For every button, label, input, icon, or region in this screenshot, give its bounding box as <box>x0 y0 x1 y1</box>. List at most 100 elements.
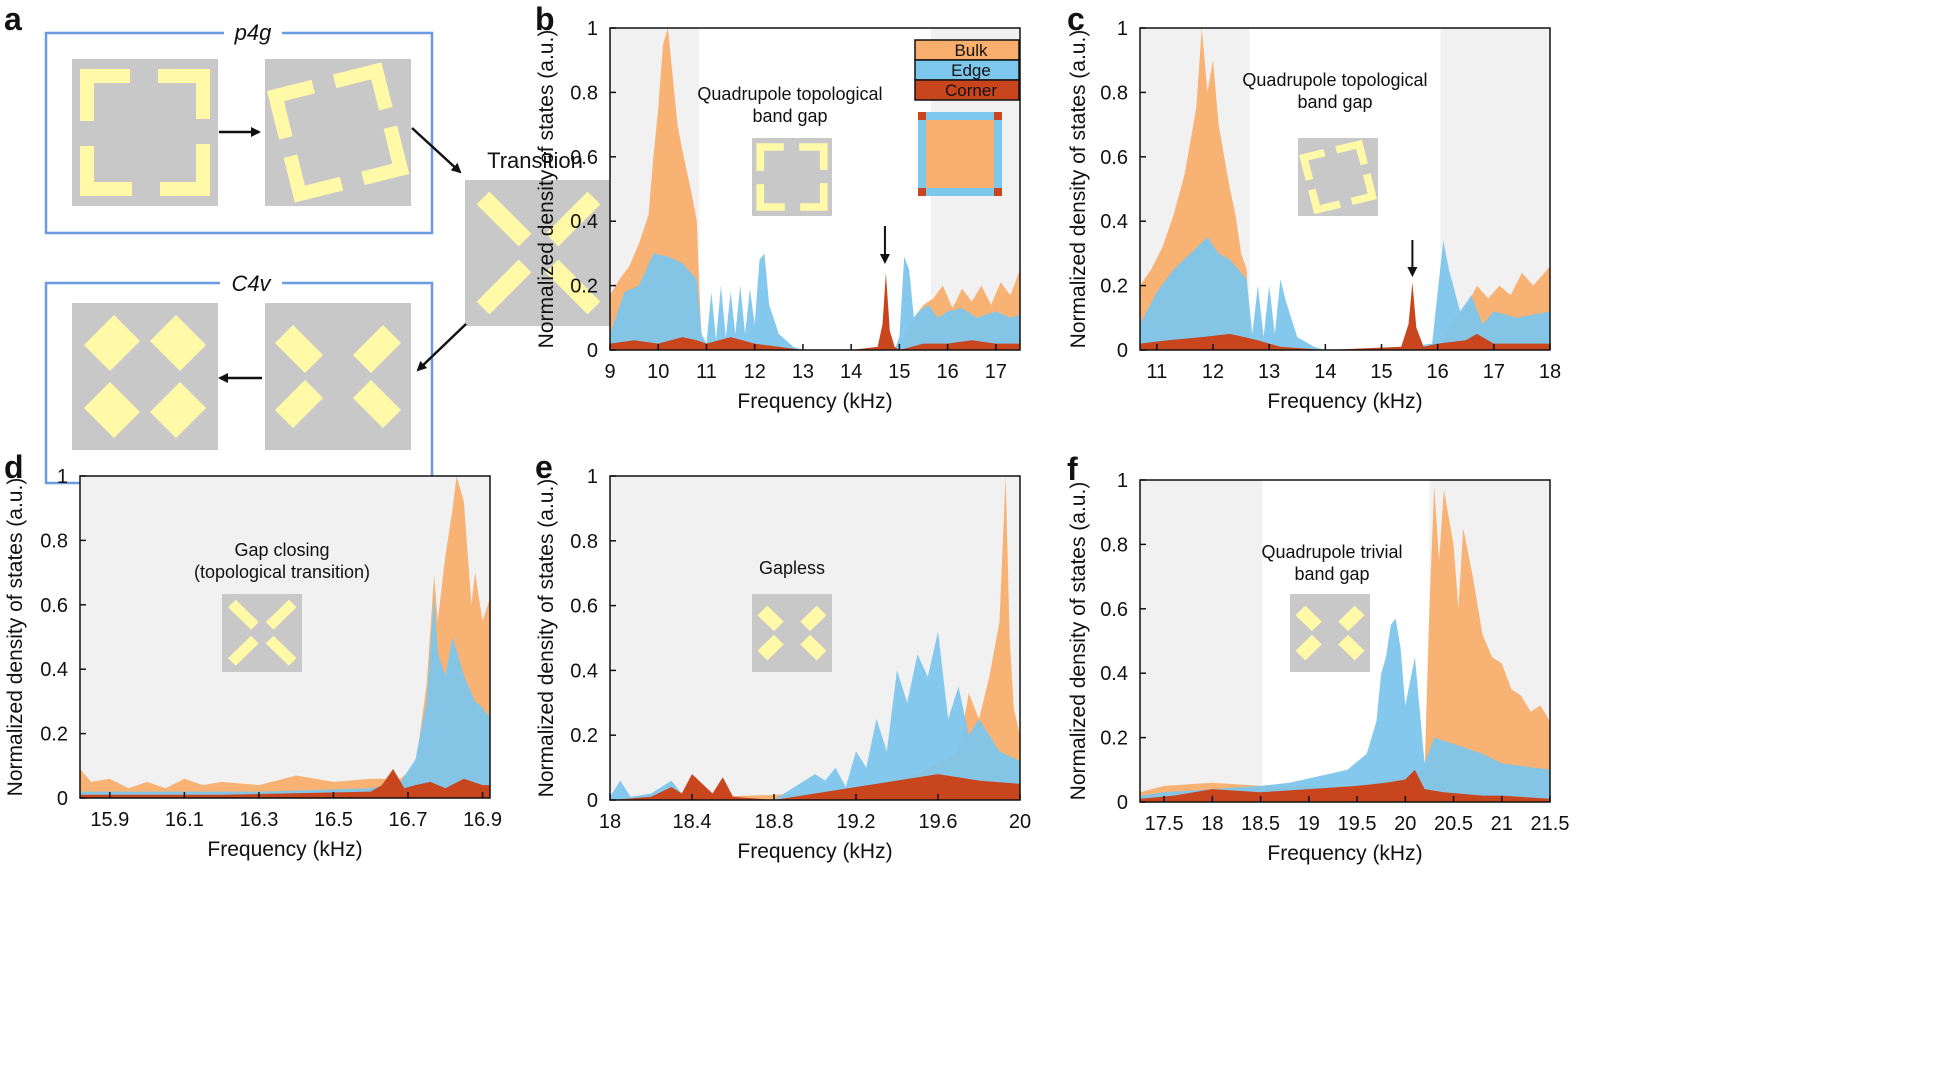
x-tick-label: 17 <box>985 361 1007 383</box>
plot-frame <box>1139 479 1551 803</box>
x-tick-label: 16 <box>1427 361 1449 383</box>
y-tick-label: 1 <box>587 466 598 488</box>
x-tick-label: 16.5 <box>314 809 353 831</box>
annotation-text: Quadrupole topological <box>697 84 882 104</box>
inset-rod <box>800 634 827 661</box>
x-tick-label: 16 <box>937 361 959 383</box>
inset-rod <box>756 184 785 211</box>
y-tick-label: 0.2 <box>1100 728 1128 750</box>
x-tick-label: 16.9 <box>463 809 502 831</box>
x-axis-label: Frequency (kHz) <box>207 838 362 861</box>
panel-letter-d: d <box>4 449 24 485</box>
inset-unit-cell <box>752 138 832 216</box>
x-tick-label: 14 <box>1314 361 1336 383</box>
x-tick-label: 19.2 <box>837 811 876 833</box>
panel-d: d Gap closing(topological transition) 0 0.2… <box>4 449 502 861</box>
plot-frame <box>609 475 1021 801</box>
x-tick-label: 10 <box>647 361 669 383</box>
x-tick-label: 12 <box>744 361 766 383</box>
x-tick-label: 16.1 <box>165 809 204 831</box>
p4g-label: p4g <box>234 20 272 45</box>
inset-rod <box>1295 605 1322 632</box>
sample-inset <box>918 112 1002 196</box>
series-area-corner <box>1140 769 1550 802</box>
panel-letter-a: a <box>4 1 22 37</box>
x-tick-label: 11 <box>1146 361 1167 383</box>
plot-frame <box>1139 27 1551 351</box>
x-tick-label: 21.5 <box>1531 813 1570 835</box>
c4v-label: C4v <box>231 271 272 296</box>
y-tick-label: 0.8 <box>570 531 598 553</box>
y-axis-label: Normalized density of states (a.u.) <box>1067 482 1090 801</box>
series-area-edge <box>80 595 490 798</box>
x-tick-label: 9 <box>604 361 615 383</box>
inset-rod <box>265 635 297 666</box>
y-tick-label: 0.4 <box>40 659 68 681</box>
y-tick-label: 0.8 <box>1100 82 1128 104</box>
plot-frame <box>79 475 491 799</box>
series-area-edge <box>610 631 1020 800</box>
series-area-bulk <box>1140 486 1550 802</box>
y-tick-label: 0.2 <box>570 276 598 298</box>
x-tick-label: 20.5 <box>1434 813 1473 835</box>
legend-label: Corner <box>945 81 997 100</box>
inset-cell-rods <box>756 143 828 211</box>
y-axis-label: Normalized density of states (a.u.) <box>535 479 558 798</box>
annotation-text: Gapless <box>759 558 825 578</box>
panel-letter-b: b <box>535 1 555 37</box>
x-tick-label: 13 <box>1258 361 1280 383</box>
x-tick-label: 20 <box>1009 811 1031 833</box>
inset-rod <box>756 143 784 171</box>
inset-rod <box>800 183 828 211</box>
x-tick-label: 19 <box>1298 813 1320 835</box>
annotation-text: Quadrupole topological <box>1242 70 1427 90</box>
y-axis-label: Normalized density of states (a.u.) <box>1067 30 1090 349</box>
y-tick-label: 0.4 <box>1100 211 1128 233</box>
annotation-text: Quadrupole trivial <box>1261 542 1402 562</box>
x-tick-label: 18.8 <box>755 811 794 833</box>
x-tick-label: 16.7 <box>389 809 428 831</box>
unit-cell-c4v <box>265 303 411 450</box>
inset-cell-rods <box>757 605 827 661</box>
c4v-label-bg <box>220 268 282 296</box>
x-tick-label: 20 <box>1394 813 1416 835</box>
x-tick-label: 18.4 <box>673 811 712 833</box>
inset-rods-rotated <box>1299 139 1378 215</box>
sample-corner <box>918 188 926 196</box>
sample-corner <box>994 112 1002 120</box>
x-tick-label: 15 <box>888 361 910 383</box>
inset-cell-bg <box>752 594 832 672</box>
inset-rod <box>800 605 827 632</box>
x-axis-label: Frequency (kHz) <box>737 390 892 413</box>
x-tick-label: 21 <box>1491 813 1513 835</box>
inset-rod <box>1295 634 1322 661</box>
y-tick-label: 0.6 <box>570 596 598 618</box>
y-tick-label: 1 <box>57 466 68 488</box>
inset-cell-rods <box>227 599 297 666</box>
panel-letter-f: f <box>1067 451 1078 487</box>
y-tick-label: 0.8 <box>570 82 598 104</box>
y-tick-label: 1 <box>1117 470 1128 492</box>
sample-corner <box>918 112 926 120</box>
y-tick-label: 0.8 <box>40 530 68 552</box>
inset-rod <box>1338 634 1365 661</box>
x-tick-label: 15.9 <box>90 809 129 831</box>
unit-cell-p4g-rotated <box>265 59 411 206</box>
series-area-corner <box>610 774 1020 800</box>
series-area-edge <box>1140 237 1550 350</box>
y-tick-label: 0.6 <box>570 147 598 169</box>
inset-unit-cell <box>222 594 302 672</box>
inset-rod <box>1350 173 1378 205</box>
sample-bulk <box>926 120 994 188</box>
inset-unit-cell <box>752 594 832 672</box>
inset-rod <box>1335 139 1368 166</box>
unit-cell-p4g <box>72 59 218 206</box>
unit-cell-c4v-compact <box>72 303 218 450</box>
annotation-text: band gap <box>752 106 827 126</box>
x-tick-label: 16.3 <box>239 809 278 831</box>
inset-cell-rods <box>1299 139 1378 215</box>
x-tick-label: 18 <box>1539 361 1561 383</box>
y-tick-label: 0 <box>1117 792 1128 814</box>
